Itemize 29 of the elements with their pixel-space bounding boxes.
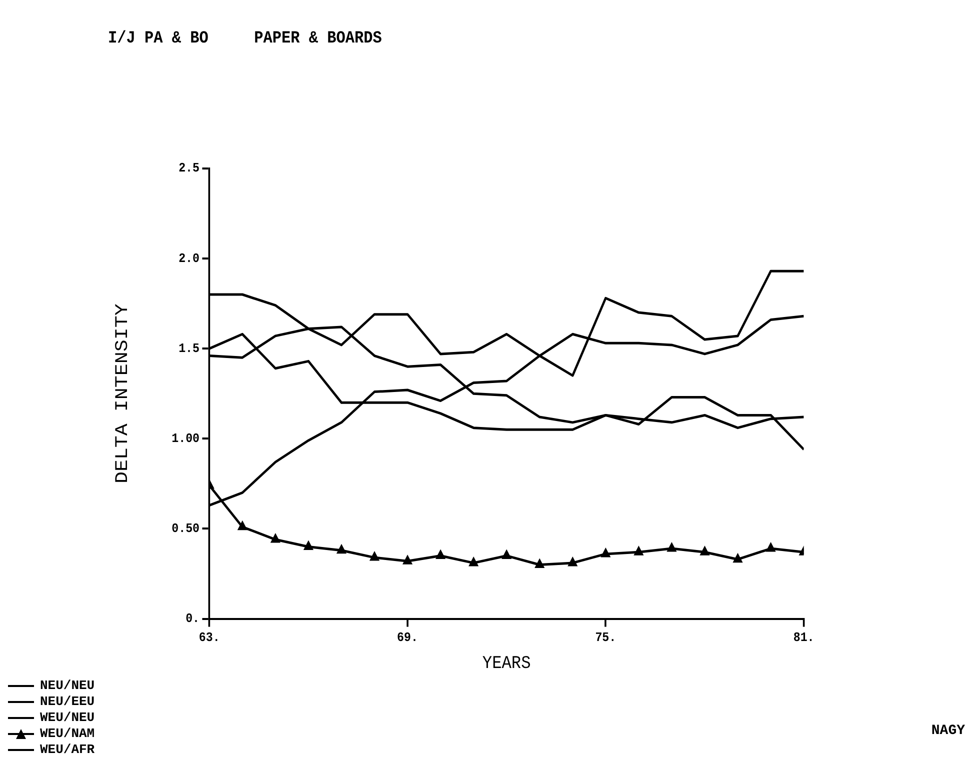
x-tick-label: 69. <box>397 630 418 646</box>
y-tick-label: 1.00 <box>172 431 200 446</box>
y-axis-title: DELTA INTENSITY <box>112 303 133 484</box>
y-tick-label: 0. <box>186 612 200 626</box>
legend-label: WEU/NAM <box>40 726 95 741</box>
x-axis-title: YEARS <box>482 654 531 674</box>
point <box>469 558 478 566</box>
point <box>403 556 412 564</box>
point <box>568 558 577 566</box>
x-tick-label: 63. <box>198 630 220 646</box>
point <box>700 546 710 556</box>
text: NAGY <box>931 723 965 739</box>
legend-label: WEU/NEU <box>40 710 95 725</box>
point <box>601 548 610 558</box>
point <box>667 543 676 552</box>
legend-label: NEU/NEU <box>40 678 95 693</box>
legend-label: WEU/AFR <box>40 742 95 757</box>
y-tick-label: 2.5 <box>178 161 200 176</box>
point <box>634 546 643 556</box>
point <box>766 543 776 552</box>
legend-label: NEU/EEU <box>40 694 95 709</box>
y-tick-label: 2.0 <box>178 251 200 266</box>
y-tick-label: 1.5 <box>178 341 200 356</box>
x-tick-label: 81. <box>793 630 814 646</box>
point <box>370 552 379 561</box>
x-tick-label: 75. <box>595 630 616 646</box>
chart-title: I/J PA & BO PAPER & BOARDS <box>108 28 382 48</box>
point <box>271 534 280 543</box>
y-tick-label: 0.50 <box>172 521 200 536</box>
